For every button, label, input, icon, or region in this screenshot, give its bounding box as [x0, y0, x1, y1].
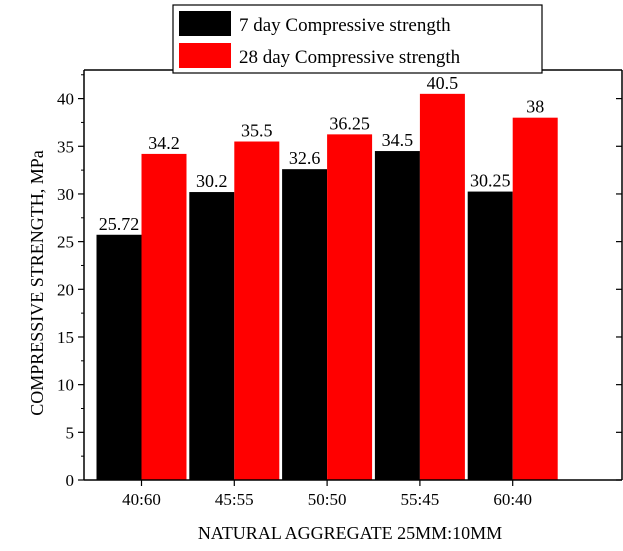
bar-7-day-compressive-strength-55-45: [374, 151, 420, 480]
y-tick-label-40: 40: [57, 90, 74, 109]
bar-28-day-compressive-strength-45-55: [234, 141, 280, 480]
data-labels-layer: 25.72 34.2 30.2 35.5 32.6 36.25 34.5 40.5 30.25 3…: [99, 73, 544, 234]
bar-28-day-compressive-strength-40-60: [141, 153, 187, 480]
bar-7-day-compressive-strength-60-40: [467, 191, 513, 480]
data-label-7-day-compressive-strength-45-55: 30.2: [196, 171, 228, 191]
data-label-28-day-compressive-strength-55-45: 40.5: [427, 73, 459, 93]
y-tick-label-35: 35: [57, 137, 74, 156]
data-label-28-day-compressive-strength-50-50: 36.25: [329, 113, 370, 133]
data-label-7-day-compressive-strength-50-50: 32.6: [289, 148, 321, 168]
data-label-28-day-compressive-strength-45-55: 35.5: [241, 121, 273, 141]
x-tick-label-50-50: 50:50: [308, 490, 347, 509]
y-tick-label-30: 30: [57, 185, 74, 204]
x-tick-label-40-60: 40:60: [122, 490, 161, 509]
legend-swatch-7-day: [179, 11, 231, 36]
data-label-7-day-compressive-strength-60-40: 30.25: [470, 171, 511, 191]
y-tick-label-5: 5: [66, 423, 75, 442]
legend-label-7-day: 7 day Compressive strength: [239, 15, 451, 36]
y-tick-label-10: 10: [57, 376, 74, 395]
x-tick-label-55-45: 55:45: [401, 490, 440, 509]
bar-7-day-compressive-strength-50-50: [282, 169, 328, 481]
y-tick-label-15: 15: [57, 328, 74, 347]
y-axis-title: COMPRESSIVE STRENGTH, MPa: [27, 150, 47, 416]
data-label-28-day-compressive-strength-60-40: 38: [526, 97, 544, 117]
x-tick-label-45-55: 45:55: [215, 490, 254, 509]
x-axis-title: NATURAL AGGREGATE 25MM:10MM: [198, 523, 502, 543]
data-label-28-day-compressive-strength-40-60: 34.2: [148, 133, 180, 153]
legend-box: [172, 4, 543, 74]
bar-28-day-compressive-strength-55-45: [419, 93, 465, 480]
legend-label-28-day: 28 day Compressive strength: [239, 47, 461, 68]
bar-28-day-compressive-strength-60-40: [512, 117, 558, 481]
y-tick-label-25: 25: [57, 233, 74, 252]
y-tick-label-0: 0: [66, 471, 75, 490]
x-tick-label-60-40: 60:40: [493, 490, 532, 509]
legend: 7 day Compressive strength 28 day Compre…: [172, 4, 543, 74]
legend-swatch-28-day: [179, 43, 231, 68]
bars-layer: [96, 93, 558, 481]
y-tick-label-20: 20: [57, 280, 74, 299]
bar-7-day-compressive-strength-40-60: [96, 234, 142, 480]
data-label-7-day-compressive-strength-40-60: 25.72: [99, 214, 140, 234]
bar-28-day-compressive-strength-50-50: [327, 134, 373, 480]
data-label-7-day-compressive-strength-55-45: 34.5: [382, 130, 414, 150]
bar-7-day-compressive-strength-45-55: [189, 192, 235, 480]
